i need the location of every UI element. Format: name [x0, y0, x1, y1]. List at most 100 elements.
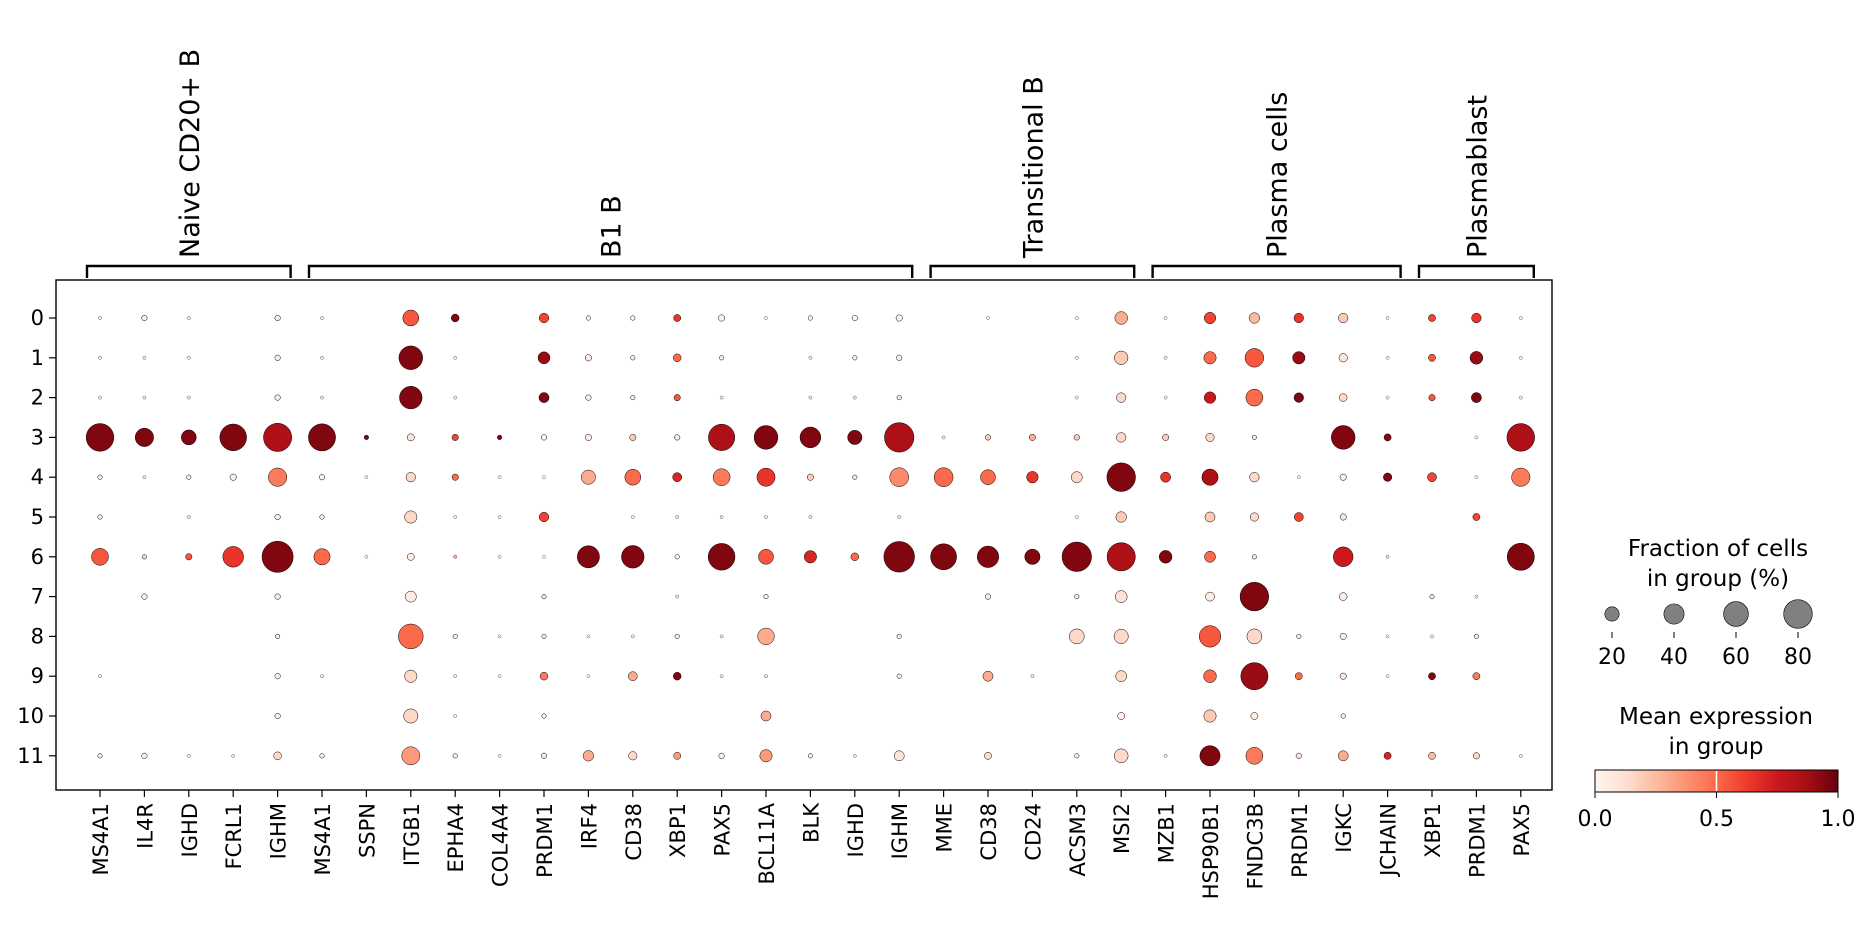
- dot: [97, 514, 103, 520]
- dot: [896, 395, 902, 401]
- dot: [1297, 475, 1301, 479]
- dot: [719, 395, 724, 400]
- dot: [453, 515, 457, 519]
- dot: [398, 345, 423, 370]
- dot: [538, 312, 550, 324]
- dot: [313, 548, 331, 566]
- dot: [187, 316, 191, 320]
- dot: [453, 714, 457, 718]
- dot: [540, 752, 548, 759]
- dot: [585, 315, 591, 321]
- dot: [403, 708, 419, 724]
- dot: [542, 555, 546, 559]
- dot: [1250, 712, 1259, 720]
- dot: [1163, 754, 1168, 758]
- gene-label: MS4A1: [311, 803, 335, 876]
- dot: [884, 422, 915, 453]
- dot: [1071, 471, 1083, 483]
- gene-label: CD38: [977, 803, 1001, 861]
- dot: [1026, 471, 1039, 484]
- colorbar-label: 0.5: [1699, 807, 1734, 832]
- dot: [852, 355, 858, 361]
- dot: [1251, 554, 1257, 560]
- dot: [1114, 590, 1128, 603]
- dot: [497, 754, 502, 758]
- group-bracket: [1151, 264, 1402, 278]
- colorbar-label: 1.0: [1821, 807, 1856, 832]
- dot: [584, 433, 592, 441]
- dot: [851, 314, 858, 322]
- dot: [1030, 674, 1035, 678]
- axes: MS4A1 IL4R IGHD FCRL1 IGHM MS4A1 SSPN ITGB1 EPHA…: [17, 306, 1534, 899]
- dot: [672, 472, 682, 482]
- dot: [630, 315, 636, 321]
- dot: [582, 750, 594, 762]
- group-brackets: Naive CD20+ B B1 B Transitional B Plasma ce…: [85, 49, 1535, 278]
- dot: [984, 434, 992, 441]
- dot: [986, 316, 990, 320]
- row-label: 3: [31, 425, 44, 449]
- gene-label: PRDM1: [1465, 803, 1489, 878]
- dot: [1251, 434, 1257, 440]
- group-label: Plasma cells: [1263, 92, 1294, 258]
- dot: [1519, 356, 1523, 360]
- row-label: 0: [31, 306, 44, 330]
- dot: [984, 593, 992, 600]
- dot: [631, 634, 635, 639]
- gene-label: IGHD: [844, 803, 868, 857]
- dot: [497, 634, 502, 639]
- dot: [1292, 351, 1306, 365]
- dot: [185, 553, 193, 561]
- dot: [712, 468, 731, 486]
- size-legend-title: in group (%): [1647, 566, 1789, 592]
- size-legend-title: Fraction of cells: [1628, 536, 1808, 562]
- dot: [497, 434, 503, 440]
- size-legend-label: 20: [1598, 645, 1626, 670]
- dot: [1385, 356, 1390, 360]
- dot: [1240, 662, 1269, 691]
- dot: [141, 314, 148, 322]
- dot: [1428, 353, 1436, 362]
- gene-label: IRF4: [577, 803, 601, 849]
- row-label: 7: [31, 585, 44, 609]
- dot: [1506, 542, 1535, 571]
- dot: [402, 309, 420, 327]
- dot: [707, 543, 736, 571]
- dot: [673, 751, 682, 760]
- gene-label: MSI2: [1110, 803, 1134, 854]
- dot: [673, 672, 682, 681]
- dot: [585, 394, 592, 401]
- dot: [1249, 472, 1260, 483]
- group-label: Transitional B: [1018, 76, 1049, 259]
- dot: [1294, 512, 1304, 522]
- dot: [977, 545, 999, 568]
- gene-label: IGHD: [178, 803, 202, 857]
- dot: [364, 555, 369, 559]
- dot: [1203, 669, 1217, 683]
- dot: [85, 423, 115, 452]
- dot: [231, 754, 235, 758]
- dot: [1385, 674, 1390, 678]
- size-legend: Fraction of cells in group (%) 20 40 60 80: [1598, 536, 1813, 670]
- row-label: 10: [17, 704, 44, 728]
- group-label: Naive CD20+ B: [175, 49, 206, 258]
- gene-label: BCL11A: [755, 802, 779, 884]
- dot: [1074, 594, 1080, 600]
- gene-label: CD24: [1021, 803, 1045, 861]
- dot: [756, 467, 776, 487]
- dot: [319, 514, 325, 520]
- dot: [1338, 353, 1348, 363]
- dot: [757, 627, 775, 645]
- dot: [1246, 628, 1263, 645]
- dot: [1383, 433, 1392, 442]
- dot: [1293, 312, 1304, 324]
- gene-label: IGHM: [267, 803, 291, 859]
- gene-label: XBP1: [1421, 803, 1445, 858]
- dot: [538, 392, 550, 403]
- dot: [1472, 513, 1481, 521]
- dot: [539, 672, 549, 681]
- gene-label: XBP1: [666, 803, 690, 858]
- dot: [1205, 591, 1215, 602]
- dot: [1472, 752, 1480, 760]
- dot: [1339, 513, 1347, 521]
